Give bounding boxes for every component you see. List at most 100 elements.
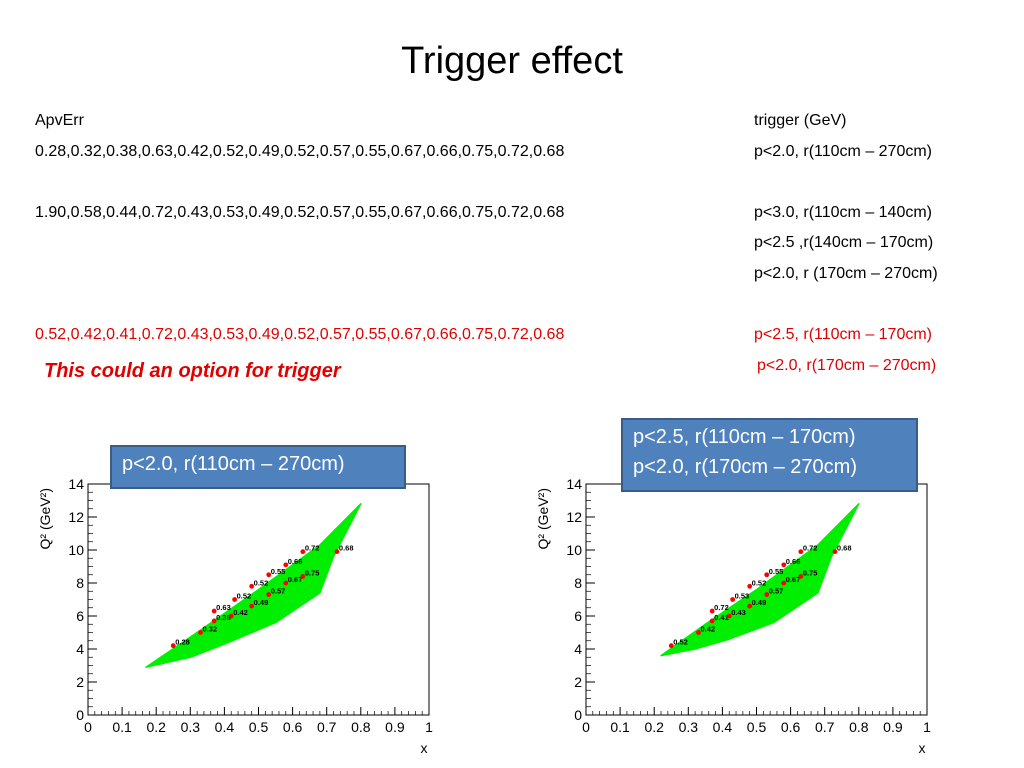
y-tick-label: 8 [76,575,84,591]
y-tick-label: 6 [76,608,84,624]
data-point [696,630,701,635]
data-point [249,603,255,609]
acceptance-band [145,503,362,668]
data-point-label: 0.67 [786,575,801,584]
data-point [781,562,787,568]
x-tick-label: 0.5 [747,719,767,735]
y-tick-label: 10 [68,542,84,558]
trigger-row-2-line-3: p<2.0, r (170cm – 270cm) [754,265,938,282]
x-tick-label: 0.4 [215,719,235,735]
data-point-label: 0.28 [175,638,190,647]
x-tick-label: 0 [582,719,590,735]
left-trigger-callout: p<2.0, r(110cm – 270cm) [110,445,406,489]
x-tick-label: 0.1 [610,719,630,735]
data-point [764,572,770,578]
data-point [798,549,804,555]
x-tick-label: 0.4 [713,719,733,735]
data-point [249,583,255,589]
x-tick-label: 0.7 [815,719,835,735]
data-point-label: 0.52 [673,638,688,647]
data-point-label: 0.66 [786,557,801,566]
y-tick-label: 8 [574,575,582,591]
data-point-label: 0.67 [288,575,303,584]
right-callout-line-2: p<2.0, r(170cm – 270cm) [633,456,857,478]
data-point [832,549,838,555]
data-point [781,580,787,586]
x-tick-label: 0.6 [781,719,801,735]
data-point [283,562,289,568]
data-point [228,613,234,619]
x-tick-label: 1 [923,719,931,735]
apverr-row-2: 1.90,0.58,0.44,0.72,0.43,0.53,0.49,0.52,… [35,204,565,221]
x-tick-label: 0.9 [385,719,405,735]
data-point-label: 0.43 [731,608,746,617]
y-tick-label: 2 [574,674,582,690]
data-point-label: 0.53 [735,592,750,601]
trigger-row-3-line-1: p<2.5, r(110cm – 170cm) [754,326,933,343]
data-point-label: 0.72 [803,544,818,553]
data-point-label: 0.63 [216,603,231,612]
data-point-label: 0.66 [288,557,303,566]
data-point-label: 0.42 [233,608,248,617]
y-tick-label: 6 [574,608,582,624]
apverr-row-3: 0.52,0.42,0.41,0.72,0.43,0.53,0.49,0.52,… [35,326,565,343]
acceptance-band [660,503,860,657]
data-point-label: 0.55 [271,567,286,576]
x-tick-label: 0.1 [112,719,132,735]
data-point-label: 0.75 [305,568,320,577]
data-point [198,630,203,635]
data-point [747,583,753,589]
trigger-row-2-line-2: p<2.5 ,r(140cm – 170cm) [754,234,934,251]
x-axis-label: x [919,740,926,756]
x-tick-label: 0.9 [883,719,903,735]
y-tick-label: 0 [76,707,84,723]
data-point [709,618,715,624]
y-tick-label: 10 [566,542,582,558]
data-point-label: 0.72 [305,544,320,553]
x-tick-label: 0 [84,719,92,735]
apverr-row-1: 0.28,0.32,0.38,0.63,0.42,0.52,0.49,0.52,… [35,143,565,160]
y-tick-label: 12 [68,509,84,525]
data-point [211,618,217,624]
x-tick-label: 1 [425,719,433,735]
x-axis-label: x [421,740,428,756]
trigger-row-3-line-2: p<2.0, r(170cm – 270cm) [757,357,937,374]
trigger-option-note: This could an option for trigger [44,360,341,382]
data-point [300,574,306,579]
data-point [764,592,770,597]
left-callout-line-1: p<2.0, r(110cm – 270cm) [122,453,345,475]
trigger-header: trigger (GeV) [754,112,847,129]
x-tick-label: 0.7 [317,719,337,735]
x-tick-label: 0.8 [351,719,371,735]
data-point-label: 0.38 [216,613,231,622]
data-point-label: 0.32 [203,625,218,634]
left-scatter-plot: 0 0.1 0.2 0.3 0.4 0.5 0.6 0.7 0.8 0.9 102468101214… [37,476,433,756]
data-point [266,592,272,597]
data-point-label: 0.49 [254,598,269,607]
data-point [266,572,272,578]
apverr-header: ApvErr [35,112,84,129]
data-point-label: 0.68 [339,544,354,553]
data-point [726,613,732,619]
data-point-label: 0.52 [237,592,252,601]
data-point [170,643,176,649]
right-scatter-plot: 0 0.1 0.2 0.3 0.4 0.5 0.6 0.7 0.8 0.9 102468101214… [535,476,931,756]
y-tick-label: 12 [566,509,582,525]
y-tick-label: 14 [68,476,84,492]
data-point [747,603,753,609]
data-point [798,574,804,579]
data-point [283,580,289,586]
y-tick-label: 4 [76,641,84,657]
x-tick-label: 0.5 [249,719,269,735]
data-point-label: 0.55 [769,567,784,576]
data-point-label: 0.42 [701,625,716,634]
data-point-label: 0.75 [803,568,818,577]
y-tick-label: 2 [76,674,84,690]
y-axis-label: Q² (GeV²) [535,488,551,549]
y-tick-label: 4 [574,641,582,657]
data-point-label: 0.41 [714,613,729,622]
y-tick-label: 14 [566,476,582,492]
x-tick-label: 0.3 [181,719,201,735]
y-axis-label: Q² (GeV²) [37,488,53,549]
x-tick-label: 0.8 [849,719,869,735]
